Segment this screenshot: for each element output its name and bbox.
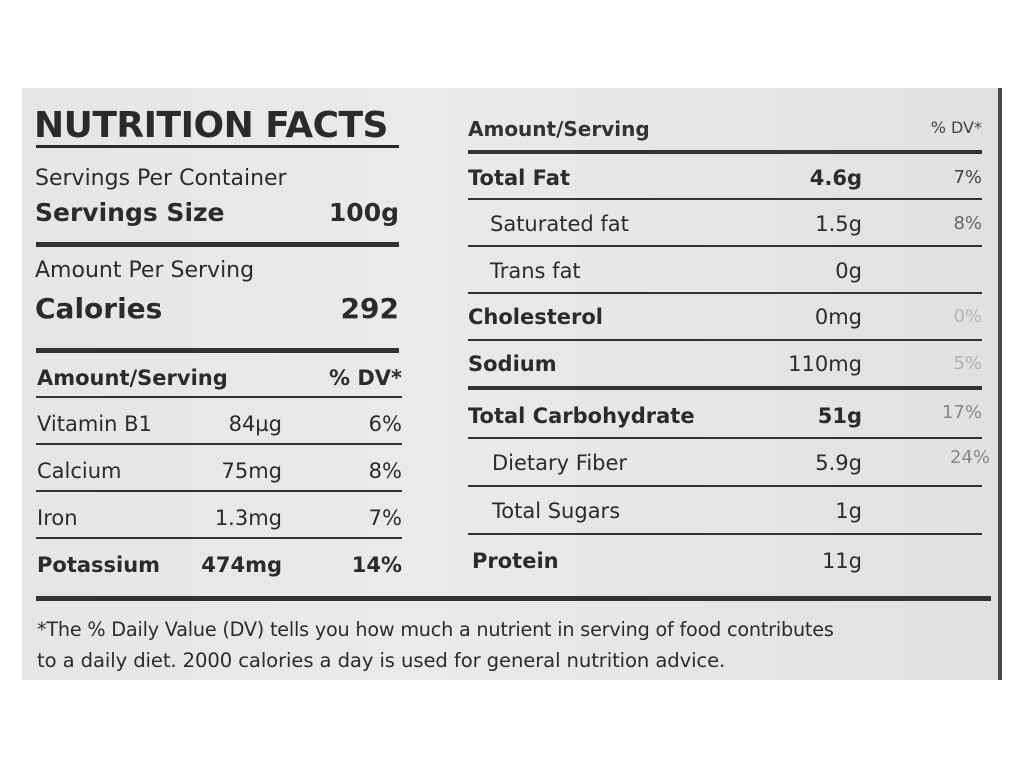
nutrient-amount: 1.5g (815, 212, 862, 236)
row-divider (468, 533, 982, 535)
nutrient-amount: 474mg (201, 553, 282, 577)
nutrient-name: Trans fat (490, 259, 581, 283)
row-divider (36, 537, 402, 539)
right-table-header-dv: % DV* (930, 118, 982, 137)
nutrient-name: Dietary Fiber (492, 451, 628, 475)
nutrient-dv: 7% (953, 167, 982, 188)
row-divider (468, 485, 982, 487)
row-divider (468, 245, 982, 247)
row-divider (468, 437, 982, 439)
nutrient-amount: 5.9g (815, 451, 862, 475)
left-table-header-dv: % DV* (328, 366, 402, 390)
nutrient-amount: 110mg (788, 352, 862, 376)
nutrient-amount: 4.6g (809, 166, 862, 190)
nutrient-name: Cholesterol (468, 305, 603, 329)
thick-divider (468, 150, 982, 154)
servings-per-container: Servings Per Container (35, 166, 287, 191)
lighting-shade (22, 88, 1002, 680)
thick-divider (36, 348, 399, 353)
row-divider (36, 490, 402, 492)
nutrient-amount: 11g (821, 549, 862, 573)
footnote-line-1: *The % Daily Value (DV) tells you how mu… (37, 618, 834, 641)
nutrient-amount: 84µg (228, 412, 282, 436)
row-divider (468, 292, 982, 294)
calories-label: Calories (35, 292, 163, 325)
label-title: NUTRITION FACTS (34, 105, 388, 146)
nutrient-name: Total Fat (468, 166, 571, 190)
footnote-line-2: to a daily diet. 2000 calories a day is … (37, 649, 726, 672)
nutrient-amount: 75mg (221, 459, 282, 483)
nutrient-name: Saturated fat (490, 212, 629, 236)
thick-divider (468, 386, 982, 390)
left-table-header-amount: Amount/Serving (37, 366, 228, 390)
row-divider (36, 443, 402, 445)
nutrition-label-photo: NUTRITION FACTS Servings Per Container S… (22, 88, 1002, 680)
nutrient-name: Potassium (37, 553, 161, 577)
nutrient-amount: 0g (835, 259, 862, 283)
nutrient-name: Sodium (468, 352, 557, 376)
nutrient-amount: 0mg (814, 305, 862, 329)
nutrient-dv: 0% (953, 306, 982, 327)
nutrient-dv: 14% (351, 553, 402, 577)
nutrient-dv: 5% (953, 353, 982, 374)
nutrient-name: Iron (37, 506, 78, 530)
nutrient-dv: 17% (941, 402, 982, 423)
right-table-header-amount: Amount/Serving (468, 117, 650, 141)
row-divider (468, 198, 982, 200)
calories-value: 292 (340, 292, 399, 325)
nutrient-amount: 51g (817, 404, 862, 428)
nutrient-amount: 1g (835, 499, 862, 523)
serving-size-label: Servings Size (35, 198, 225, 227)
nutrient-name: Calcium (37, 459, 122, 483)
nutrient-dv: 8% (368, 459, 402, 483)
title-underline (36, 145, 399, 148)
nutrient-dv: 8% (953, 213, 982, 234)
nutrient-name: Total Carbohydrate (468, 404, 695, 428)
thick-divider (36, 242, 399, 247)
serving-size-value: 100g (328, 198, 399, 227)
row-divider (36, 396, 402, 398)
nutrient-amount: 1.3mg (214, 506, 282, 530)
nutrient-name: Protein (472, 549, 559, 573)
amount-per-serving: Amount Per Serving (35, 258, 255, 283)
nutrient-name: Vitamin B1 (37, 412, 152, 436)
package-edge (998, 88, 1002, 680)
row-divider (468, 339, 982, 341)
nutrient-name: Total Sugars (492, 499, 621, 523)
nutrient-dv: 24% (949, 447, 990, 468)
footnote-divider (36, 596, 991, 601)
nutrient-dv: 7% (368, 506, 402, 530)
nutrient-dv: 6% (368, 412, 402, 436)
